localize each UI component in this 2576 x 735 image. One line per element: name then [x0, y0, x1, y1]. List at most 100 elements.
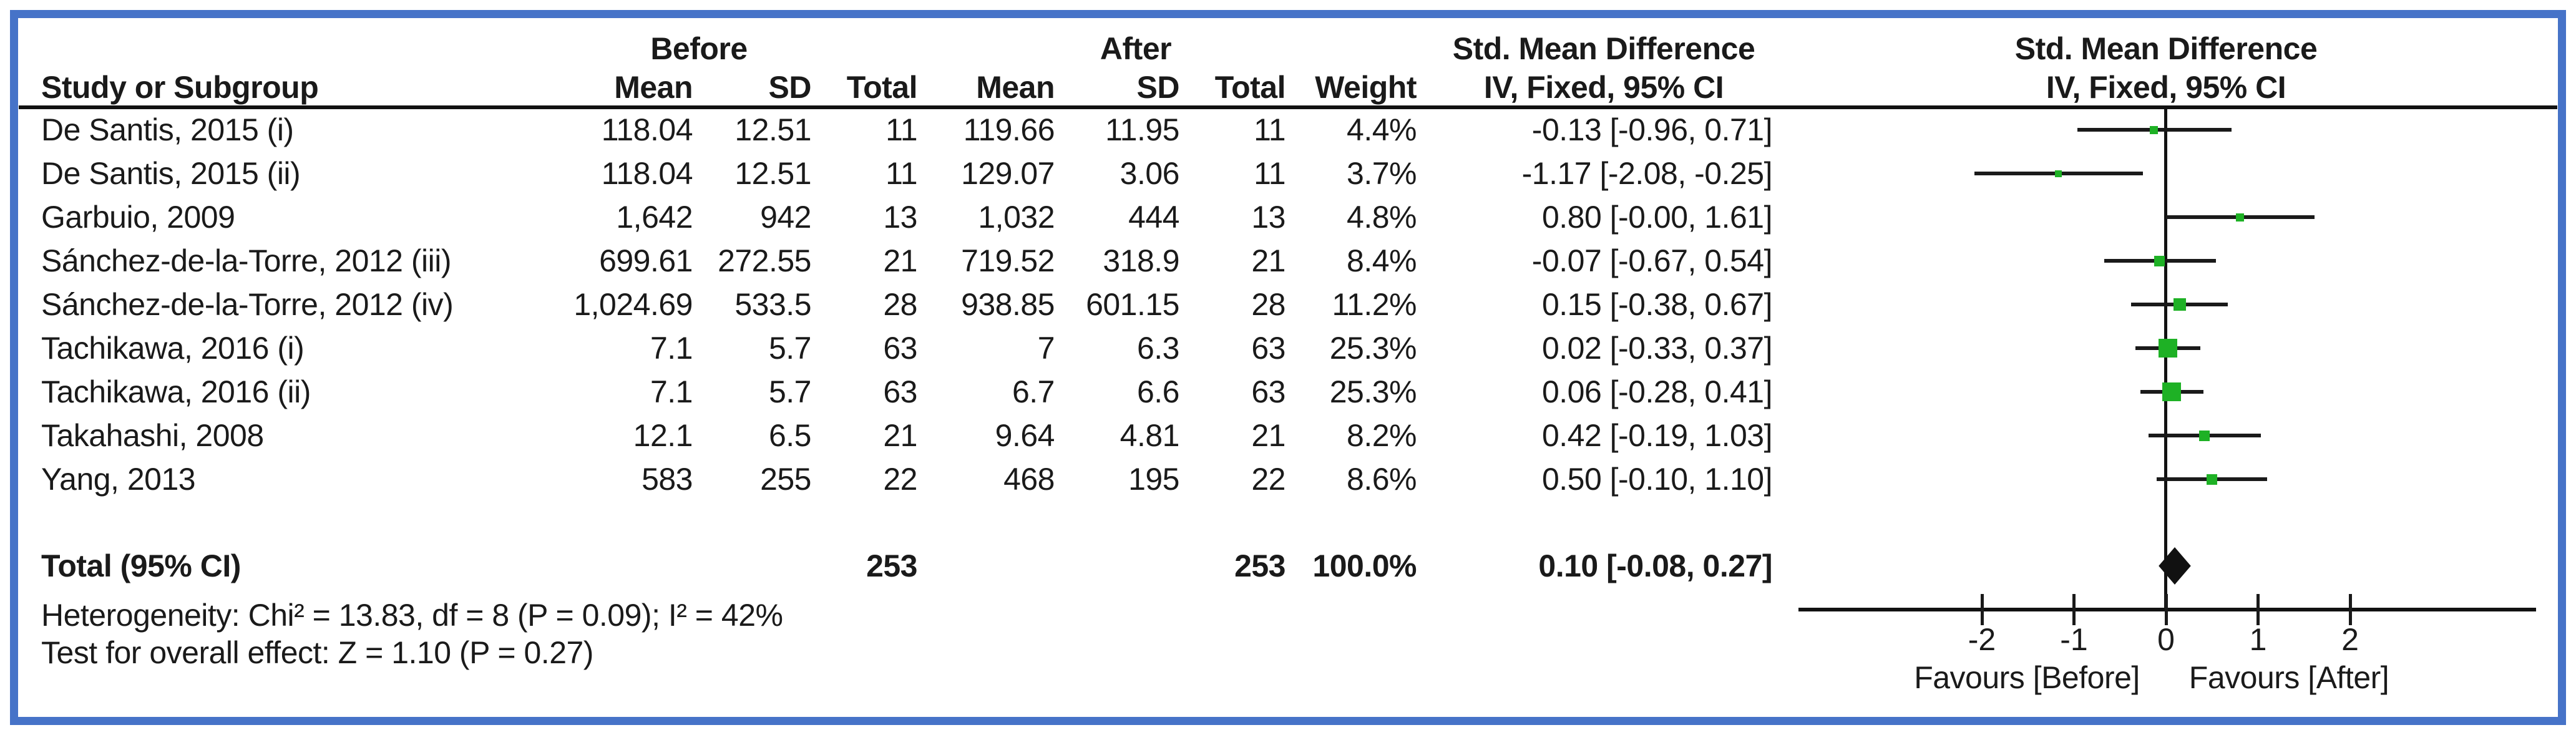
group-header-after: After — [1100, 31, 1172, 66]
weight-cell: 3.7% — [1347, 156, 1417, 191]
study-name-cell: Tachikawa, 2016 (ii) — [41, 374, 311, 409]
after-total-header: Total — [1214, 70, 1286, 105]
study-name-cell: Yang, 2013 — [41, 462, 196, 497]
before-total-cell: 21 — [883, 243, 917, 278]
ci-text-cell: 0.42 [-0.19, 1.03] — [1541, 418, 1773, 453]
before-sd-cell: 5.7 — [768, 331, 812, 366]
after-sd-cell: 6.3 — [1136, 331, 1180, 366]
before-total-cell: 21 — [883, 418, 917, 453]
ci-text-cell: -1.17 [-2.08, -0.25] — [1521, 156, 1773, 191]
ci-text-cell: 0.50 [-0.10, 1.10] — [1541, 462, 1773, 497]
total-after-n: 253 — [1234, 548, 1286, 583]
weight-cell: 8.6% — [1347, 462, 1417, 497]
before-total-header: Total — [846, 70, 918, 105]
ci-text-cell: -0.07 [-0.67, 0.54] — [1531, 243, 1773, 278]
favours-left-label: Favours [Before] — [1914, 660, 2140, 695]
after-total-cell: 28 — [1251, 287, 1286, 322]
after-mean-cell: 6.7 — [1012, 374, 1055, 409]
effect-marker — [2199, 430, 2210, 441]
axis-tick — [2164, 594, 2168, 625]
before-mean-cell: 12.1 — [633, 418, 693, 453]
axis-tick — [1980, 594, 1984, 625]
before-sd-cell: 533.5 — [734, 287, 811, 322]
before-mean-cell: 583 — [642, 462, 693, 497]
after-mean-cell: 1,032 — [978, 200, 1055, 235]
ci-text-cell: 0.80 [-0.00, 1.61] — [1541, 200, 1773, 235]
effect-marker — [2174, 298, 2187, 311]
axis-tick-label: -1 — [2060, 622, 2088, 657]
effect-marker — [2158, 339, 2177, 358]
before-sd-header: SD — [768, 70, 812, 105]
axis-tick — [2256, 594, 2260, 625]
before-sd-cell: 272.55 — [718, 243, 811, 278]
effect-marker — [2162, 382, 2181, 401]
group-header-before: Before — [650, 31, 748, 66]
study-name-cell: De Santis, 2015 (ii) — [41, 156, 301, 191]
axis-tick-label: 2 — [2341, 622, 2359, 657]
before-total-cell: 63 — [883, 331, 917, 366]
after-mean-cell: 938.85 — [961, 287, 1055, 322]
ci-text-cell: 0.15 [-0.38, 0.67] — [1541, 287, 1773, 322]
study-name-cell: De Santis, 2015 (i) — [41, 112, 294, 147]
after-sd-cell: 4.81 — [1120, 418, 1180, 453]
before-total-cell: 11 — [886, 156, 917, 191]
axis-tick — [2072, 594, 2076, 625]
before-mean-cell: 118.04 — [601, 112, 693, 147]
effect-marker — [2207, 474, 2218, 485]
weight-cell: 25.3% — [1329, 374, 1417, 409]
plot-column-header: Std. Mean Difference — [2014, 31, 2318, 66]
ci-text-cell: -0.13 [-0.96, 0.71] — [1531, 112, 1773, 147]
ci-text-cell: 0.06 [-0.28, 0.41] — [1541, 374, 1773, 409]
study-column-header: Study or Subgroup — [41, 70, 319, 105]
favours-right-label: Favours [After] — [2188, 660, 2389, 695]
study-name-cell: Takahashi, 2008 — [41, 418, 264, 453]
weight-cell: 4.4% — [1347, 112, 1417, 147]
weight-cell: 11.2% — [1332, 287, 1417, 322]
after-sd-cell: 601.15 — [1086, 287, 1179, 322]
after-mean-cell: 119.66 — [963, 112, 1055, 147]
after-sd-cell: 195 — [1128, 462, 1179, 497]
study-name-cell: Tachikawa, 2016 (i) — [41, 331, 305, 366]
weight-cell: 25.3% — [1329, 331, 1417, 366]
smd-column-header: Std. Mean Difference — [1452, 31, 1755, 66]
after-mean-cell: 9.64 — [995, 418, 1055, 453]
weight-cell: 8.2% — [1347, 418, 1417, 453]
weight-header: Weight — [1315, 70, 1417, 105]
before-total-cell: 13 — [883, 200, 917, 235]
after-total-cell: 11 — [1254, 156, 1286, 191]
before-sd-cell: 5.7 — [768, 374, 812, 409]
total-row-label: Total (95% CI) — [41, 548, 241, 583]
before-sd-cell: 255 — [760, 462, 811, 497]
before-total-cell: 63 — [883, 374, 917, 409]
after-mean-cell: 468 — [1003, 462, 1055, 497]
after-total-cell: 63 — [1251, 331, 1286, 366]
before-mean-cell: 699.61 — [599, 243, 693, 278]
axis-tick — [2348, 594, 2352, 625]
study-name-cell: Garbuio, 2009 — [41, 200, 235, 235]
before-sd-cell: 12.51 — [734, 156, 811, 191]
axis-tick-label: 1 — [2249, 622, 2267, 657]
after-sd-cell: 11.95 — [1105, 112, 1179, 147]
before-sd-cell: 12.51 — [734, 112, 811, 147]
before-total-cell: 28 — [883, 287, 917, 322]
weight-cell: 8.4% — [1347, 243, 1417, 278]
total-ci-text: 0.10 [-0.08, 0.27] — [1538, 548, 1772, 583]
axis-tick-label: 0 — [2157, 622, 2175, 657]
axis-tick-label: -2 — [1968, 622, 1996, 657]
after-sd-cell: 444 — [1128, 200, 1179, 235]
before-mean-cell: 1,024.69 — [573, 287, 693, 322]
header-separator-line — [19, 105, 2557, 109]
before-total-cell: 11 — [886, 112, 917, 147]
before-mean-cell: 7.1 — [650, 331, 693, 366]
after-total-cell: 21 — [1251, 418, 1286, 453]
smd-model-header: IV, Fixed, 95% CI — [1483, 70, 1724, 105]
total-before-n: 253 — [866, 548, 917, 583]
before-mean-cell: 7.1 — [650, 374, 693, 409]
overall-effect-text: Test for overall effect: Z = 1.10 (P = 0… — [41, 635, 593, 670]
before-sd-cell: 6.5 — [768, 418, 812, 453]
after-sd-cell: 3.06 — [1120, 156, 1180, 191]
effect-marker — [2154, 255, 2165, 266]
before-mean-cell: 118.04 — [601, 156, 693, 191]
after-sd-cell: 318.9 — [1103, 243, 1179, 278]
